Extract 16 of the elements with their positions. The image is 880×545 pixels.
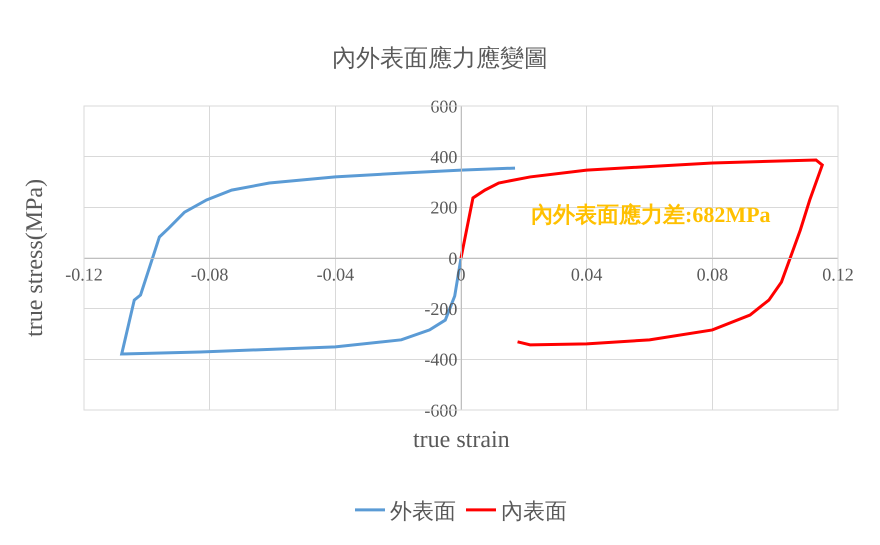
x-tick-label: -0.04 <box>316 264 354 285</box>
x-axis-title: true strain <box>413 427 510 453</box>
legend-label: 內表面 <box>501 499 567 524</box>
y-tick-label: 400 <box>430 146 458 167</box>
x-tick-label: -0.12 <box>65 264 103 285</box>
y-tick-label: 200 <box>430 198 458 218</box>
legend-label: 外表面 <box>390 499 456 524</box>
y-axis-title: true stress(MPa) <box>22 178 48 337</box>
x-tick-label: 0.04 <box>570 264 602 285</box>
y-tick-label: -400 <box>424 350 458 370</box>
y-tick-label: 0 <box>448 248 458 268</box>
x-tick-label: -0.08 <box>190 264 228 285</box>
x-tick-label: 0.12 <box>822 264 854 285</box>
chart-title: 內外表面應力應變圖 <box>332 44 548 72</box>
annotation: 內外表面應力差:682MPa <box>531 202 771 227</box>
x-tick-label: 0.08 <box>696 264 728 285</box>
